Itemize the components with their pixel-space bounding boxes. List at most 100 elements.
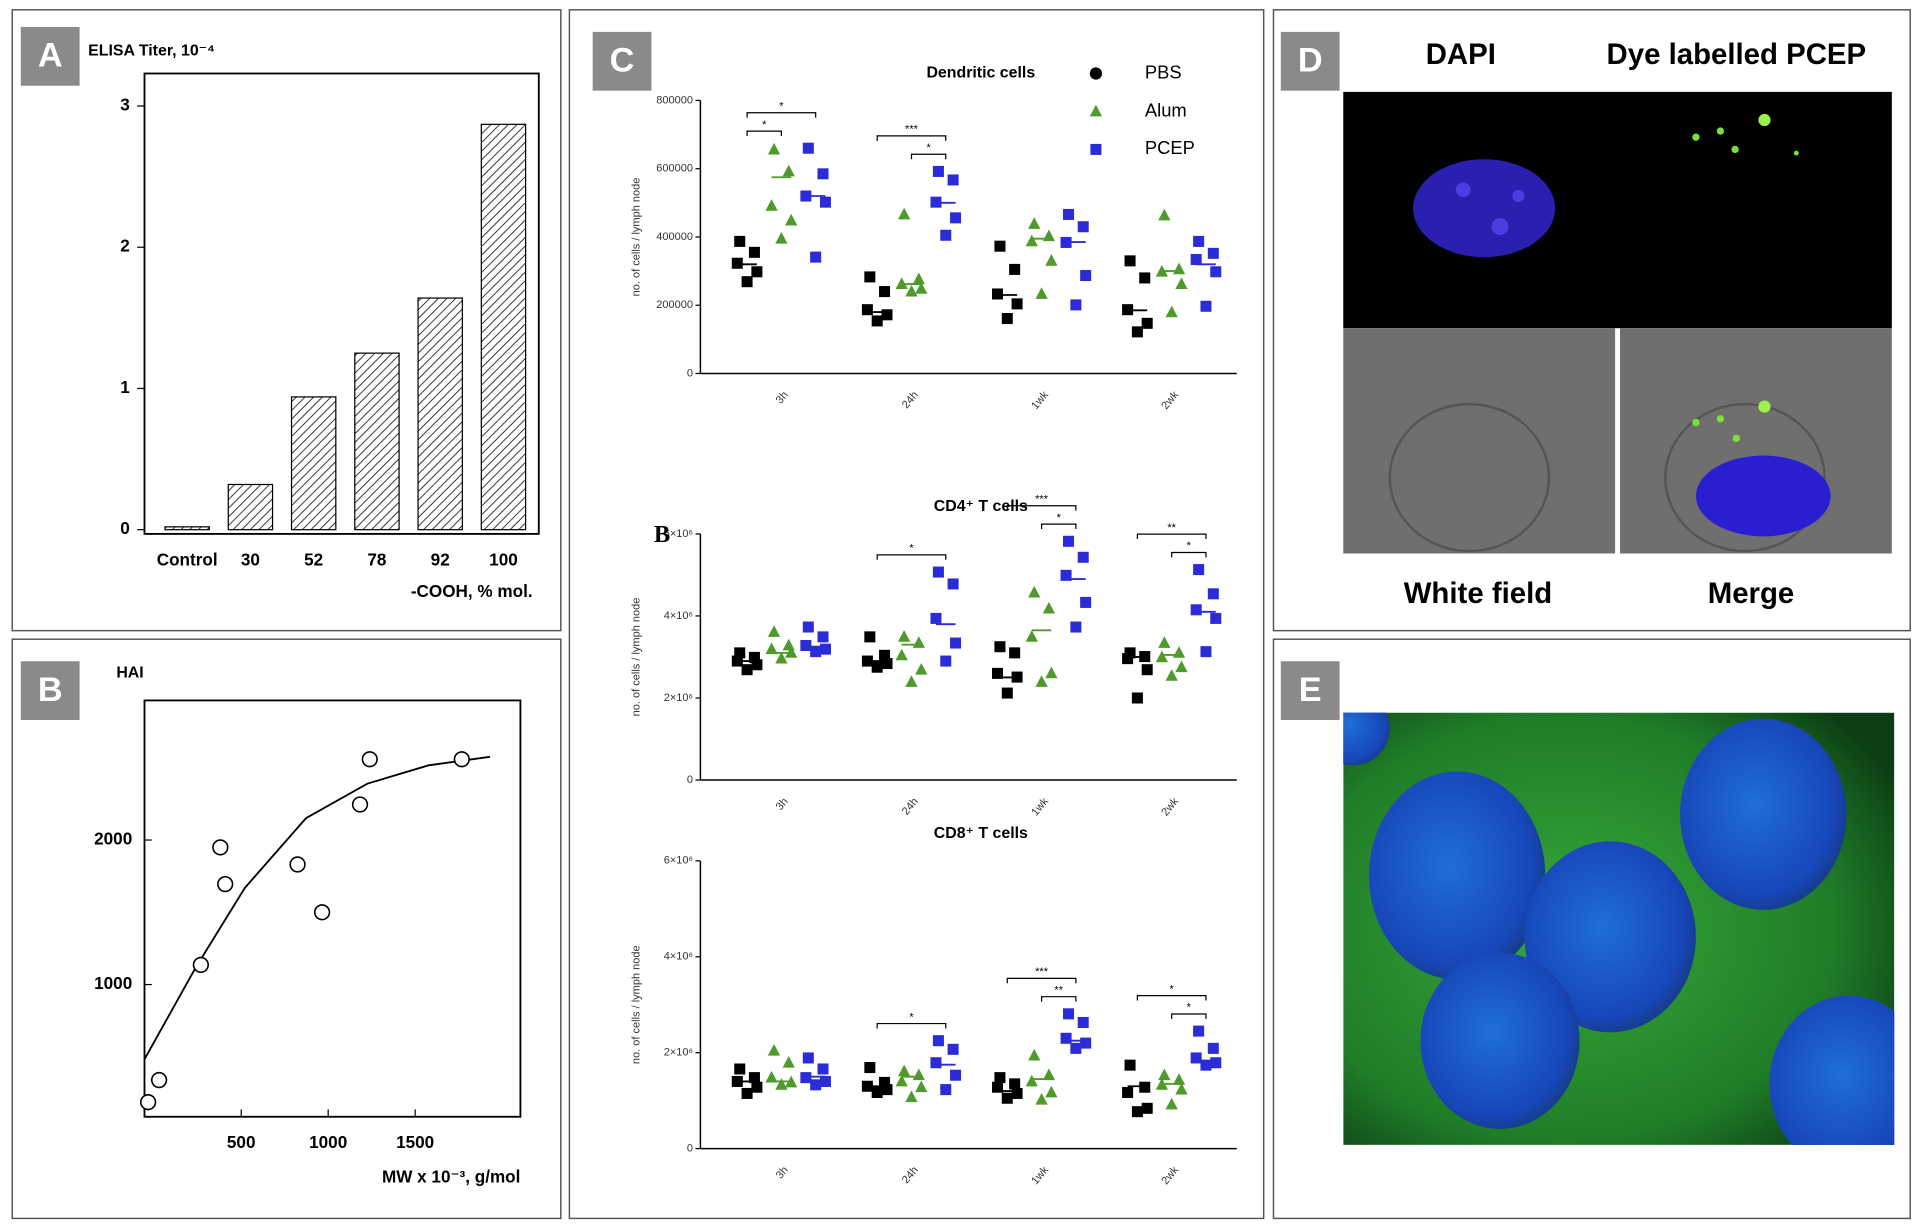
bar xyxy=(164,526,210,531)
point xyxy=(817,1063,829,1075)
point xyxy=(140,1094,157,1111)
point xyxy=(1045,254,1058,266)
significance-bracket xyxy=(746,112,817,118)
point xyxy=(1158,636,1171,648)
point xyxy=(1122,1086,1134,1098)
point xyxy=(775,1078,788,1090)
nucleus xyxy=(1420,952,1580,1130)
point xyxy=(915,282,928,294)
point xyxy=(810,251,822,263)
point xyxy=(819,643,831,655)
point xyxy=(361,751,378,768)
significance-bracket xyxy=(876,554,947,560)
point xyxy=(765,199,778,211)
point xyxy=(748,246,760,258)
spot xyxy=(1758,113,1771,127)
point xyxy=(351,796,369,813)
point xyxy=(1122,653,1134,665)
point xyxy=(1124,647,1136,659)
point xyxy=(871,661,883,673)
point xyxy=(898,1064,911,1077)
point xyxy=(767,142,781,155)
point xyxy=(1042,1068,1056,1081)
chart-title: CD4⁺ T cells xyxy=(934,498,1028,515)
bar xyxy=(417,297,463,531)
point xyxy=(881,309,893,321)
point xyxy=(1124,255,1136,267)
significance-label: * xyxy=(1187,1002,1192,1014)
point xyxy=(1063,208,1075,220)
point xyxy=(1131,692,1143,704)
point xyxy=(1011,1087,1023,1099)
y-tick-label: 2×10⁶ xyxy=(664,1047,693,1059)
point xyxy=(1190,604,1202,616)
spot xyxy=(1731,145,1739,154)
panel-letter: E xyxy=(1299,671,1322,709)
point xyxy=(1077,221,1089,233)
significance-label: * xyxy=(909,1011,914,1023)
point xyxy=(905,1090,918,1103)
spot xyxy=(1692,133,1700,141)
x-tick-label: 52 xyxy=(304,549,323,569)
significance-label: * xyxy=(1170,983,1175,995)
point xyxy=(1063,535,1075,547)
point xyxy=(915,662,928,675)
x-tick-label: 1500 xyxy=(396,1132,434,1152)
point xyxy=(1139,272,1151,284)
point xyxy=(1025,1074,1038,1087)
y-tick-label: 2×10⁶ xyxy=(664,692,693,704)
point xyxy=(905,284,918,297)
point xyxy=(1141,1102,1153,1114)
legend-label: Alum xyxy=(1145,99,1187,120)
point xyxy=(1139,1081,1151,1093)
point xyxy=(1001,313,1013,325)
point xyxy=(810,1079,822,1091)
point xyxy=(1165,669,1178,681)
point xyxy=(950,212,962,224)
significance-bracket xyxy=(1171,551,1207,558)
point xyxy=(1210,1057,1222,1069)
y-tick-label: 4×10⁶ xyxy=(664,610,693,622)
point xyxy=(782,164,795,177)
point xyxy=(994,641,1006,653)
point xyxy=(731,257,743,269)
y-tick-label: 2000 xyxy=(94,829,132,849)
point xyxy=(1042,601,1056,614)
point xyxy=(940,1084,952,1096)
bar xyxy=(354,352,400,531)
significance-label: *** xyxy=(1035,494,1049,506)
point xyxy=(817,168,829,180)
y-tick-label: 6×10⁶ xyxy=(664,528,693,540)
point xyxy=(940,655,952,667)
significance-label: * xyxy=(762,119,767,131)
point xyxy=(1175,1082,1188,1095)
point xyxy=(1165,1097,1178,1110)
micrograph-d: DAPI Dye labelled PCEP White field Merge xyxy=(1343,38,1892,610)
legend-marker xyxy=(1089,67,1103,80)
legend-label: PCEP xyxy=(1145,137,1195,158)
significance-bracket xyxy=(1136,533,1207,539)
significance-bracket xyxy=(1006,505,1077,511)
point xyxy=(864,271,876,283)
point xyxy=(991,1081,1004,1093)
spot xyxy=(1455,182,1471,198)
point xyxy=(930,1057,942,1069)
panel-letter: C xyxy=(610,42,635,80)
point xyxy=(1001,1092,1013,1104)
spot xyxy=(1716,415,1725,423)
point xyxy=(932,1035,944,1047)
x-tick-label: 1000 xyxy=(309,1132,347,1152)
point xyxy=(1200,1059,1212,1071)
panel-letter-box xyxy=(1280,31,1340,91)
x-tick-label: 100 xyxy=(489,549,518,569)
point xyxy=(947,1043,959,1055)
point xyxy=(1001,687,1013,699)
y-tick-label: 0 xyxy=(120,518,130,538)
point xyxy=(1077,1016,1089,1028)
point xyxy=(898,207,911,220)
point xyxy=(802,621,814,633)
y-tick-label: 0 xyxy=(687,1143,693,1155)
significance-label: * xyxy=(1187,540,1192,552)
image-label: White field xyxy=(1404,577,1553,610)
